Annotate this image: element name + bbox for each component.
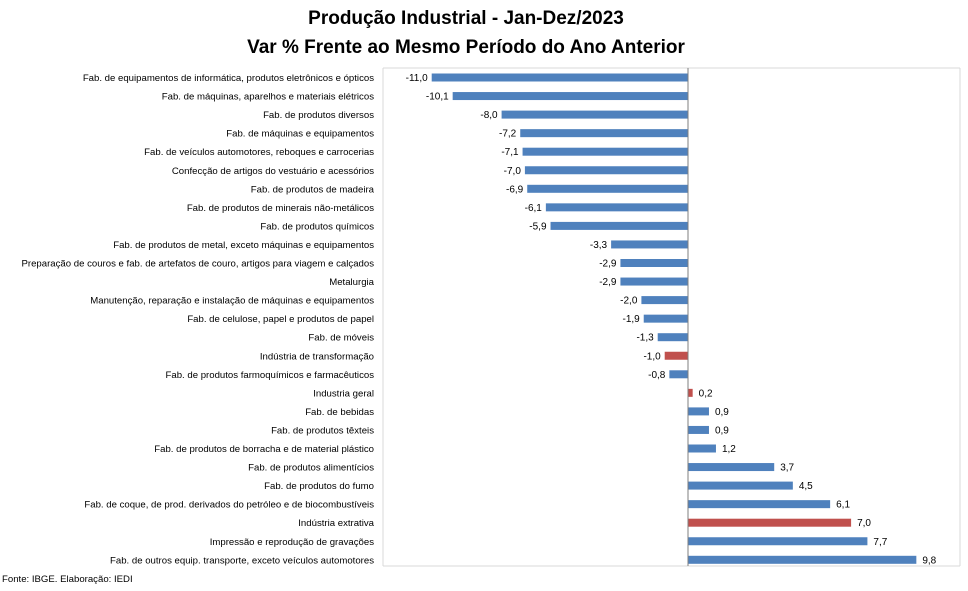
bar xyxy=(452,92,688,101)
category-label: Indústria extrativa xyxy=(298,518,374,529)
data-label: 0,2 xyxy=(699,388,713,399)
bar xyxy=(688,407,709,416)
data-label: -8,0 xyxy=(480,110,498,121)
data-label: 7,0 xyxy=(857,518,871,529)
data-label: -2,0 xyxy=(620,296,638,307)
bar xyxy=(501,110,688,119)
bar xyxy=(611,240,688,249)
category-label: Fab. de produtos de madeira xyxy=(251,184,375,195)
source-note: Fonte: IBGE. Elaboração: IEDI xyxy=(2,574,133,585)
category-label: Fab. de máquinas, aparelhos e materiais … xyxy=(162,92,374,103)
category-label: Fab. de móveis xyxy=(308,333,374,344)
bar xyxy=(527,184,688,193)
data-labels: -11,0 -10,1 -8,0-7,2 -7,1 -7,0 -6,9-6,1 -5,9 -3… xyxy=(406,73,937,566)
category-label: Fab. de bebidas xyxy=(305,407,374,418)
category-label: Metalurgia xyxy=(329,277,374,288)
chart-title: Produção Industrial - Jan-Dez/2023 xyxy=(308,8,624,29)
category-label: Fab. de celulose, papel e produtos de pa… xyxy=(187,314,374,325)
category-label: Fab. de máquinas e equipamentos xyxy=(226,129,374,140)
category-label: Fab. de produtos diversos xyxy=(263,110,374,121)
category-label: Fab. de equipamentos de informática, pro… xyxy=(83,73,374,84)
bar xyxy=(688,481,793,490)
data-label: -3,3 xyxy=(590,240,608,251)
data-label: -7,1 xyxy=(501,147,519,158)
data-label: 3,7 xyxy=(780,463,794,474)
category-label: Fab. de produtos químicos xyxy=(260,221,374,232)
bar xyxy=(688,500,831,509)
data-label: 4,5 xyxy=(799,481,813,492)
category-label: Fab. de produtos do fumo xyxy=(264,481,374,492)
data-label: 9,8 xyxy=(922,555,936,566)
data-label: -6,1 xyxy=(525,203,543,214)
bar xyxy=(620,277,688,286)
category-label: Fab. de produtos de borracha e de materi… xyxy=(154,444,374,455)
bar xyxy=(688,555,917,564)
data-label: 6,1 xyxy=(836,500,850,511)
bar xyxy=(664,351,688,360)
bar xyxy=(520,129,688,138)
data-label: 0,9 xyxy=(715,425,729,436)
category-label: Fab. de coque, de prod. derivados do pet… xyxy=(84,500,374,511)
category-label: Confecção de artigos do vestuário e aces… xyxy=(172,166,374,177)
data-label: -6,9 xyxy=(506,184,524,195)
bar xyxy=(431,73,688,82)
bar xyxy=(688,537,868,546)
bars xyxy=(431,73,917,564)
category-label: Preparação de couros e fab. de artefatos… xyxy=(21,259,374,270)
data-label: -11,0 xyxy=(406,73,428,84)
data-label: 7,7 xyxy=(873,537,887,548)
bar xyxy=(688,388,693,397)
bar xyxy=(669,370,688,379)
chart-subtitle: Var % Frente ao Mesmo Período do Ano Ant… xyxy=(247,37,685,58)
category-label: Fab. de veículos automotores, reboques e… xyxy=(144,147,374,158)
bar xyxy=(688,444,716,453)
data-label: -7,0 xyxy=(504,166,522,177)
bar xyxy=(522,147,688,156)
category-label: Fab. de produtos alimentícios xyxy=(248,463,374,474)
category-label: Manutenção, reparação e instalação de má… xyxy=(90,296,374,307)
bar xyxy=(550,221,688,230)
bar xyxy=(641,296,688,305)
data-label: -5,9 xyxy=(529,221,547,232)
data-label: -0,8 xyxy=(648,370,666,381)
data-label: 0,9 xyxy=(715,407,729,418)
bar xyxy=(688,518,852,527)
bar xyxy=(545,203,688,212)
bar xyxy=(657,333,688,342)
category-label: Indústria de transformação xyxy=(260,351,374,362)
category-label: Industria geral xyxy=(313,388,374,399)
category-label: Impressão e reprodução de gravações xyxy=(210,537,374,548)
bar xyxy=(688,425,709,434)
category-label: Fab. de produtos de minerais não-metálic… xyxy=(187,203,374,214)
data-label: -10,1 xyxy=(426,92,449,103)
data-label: -2,9 xyxy=(599,277,617,288)
category-label: Fab. de outros equip. transporte, exceto… xyxy=(110,555,374,566)
bar xyxy=(688,463,775,472)
data-label: 1,2 xyxy=(722,444,736,455)
data-label: -7,2 xyxy=(499,129,517,140)
bar xyxy=(620,259,688,267)
category-label: Fab. de produtos de metal, exceto máquin… xyxy=(113,240,374,251)
data-label: -1,0 xyxy=(643,351,661,362)
category-labels: Fab. de equipamentos de informática, pro… xyxy=(21,73,374,566)
category-label: Fab. de produtos têxteis xyxy=(271,425,374,436)
category-label: Fab. de produtos farmoquímicos e farmacê… xyxy=(166,370,375,381)
bar xyxy=(643,314,688,323)
data-label: -1,9 xyxy=(622,314,640,325)
data-label: -2,9 xyxy=(599,259,617,270)
bar xyxy=(524,166,688,175)
data-label: -1,3 xyxy=(636,333,654,344)
